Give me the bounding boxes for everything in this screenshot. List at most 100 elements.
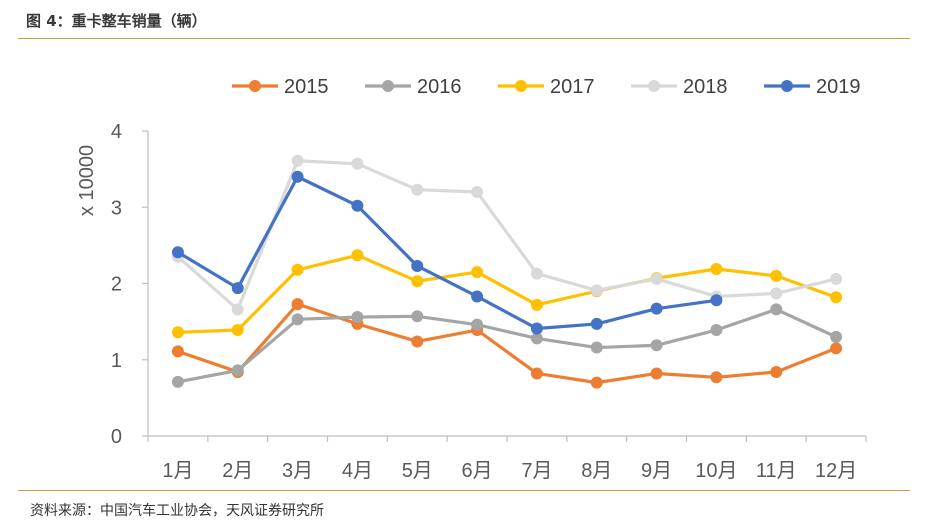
data-point-2017 [770,269,783,282]
x-tick-label: 10月 [695,460,737,482]
data-point-2017 [830,291,843,304]
y-tick-label: 2 [111,274,122,296]
y-axis-title: x 10000 [76,145,98,216]
data-point-2019 [231,282,244,295]
axes: 0 1 2 3 4 1月 2月 3月 4月 5月 6月 7月 8月 9月 10月 11月 12月 x 10000 [76,121,867,482]
data-point-2018 [650,272,663,285]
data-point-2015 [530,367,543,380]
legend-item-2015: 2015 [232,76,329,98]
x-tick-label: 9月 [641,460,672,482]
data-point-2018 [471,186,484,198]
data-point-2016 [171,375,184,388]
data-point-2016 [590,341,603,354]
data-point-2017 [171,326,184,339]
data-point-2015 [770,365,783,378]
data-point-2017 [351,249,364,262]
legend: 2015 2016 2017 2018 2019 [232,76,861,98]
series-group [171,154,843,389]
data-point-2016 [351,311,364,324]
x-tick-label: 1月 [162,460,193,482]
data-point-2018 [530,267,543,280]
series-line-2017 [177,253,837,334]
data-point-2016 [650,339,663,352]
data-point-2017 [710,263,723,276]
data-point-2019 [411,259,424,272]
data-point-2016 [411,310,424,323]
data-point-2017 [291,263,304,276]
legend-swatch-marker [515,80,527,92]
data-point-2018 [351,157,364,170]
figure-title: 图 4：重卡整车销量（辆） [26,12,207,30]
series-line-2015 [177,302,837,385]
x-tick-label: 5月 [402,460,433,482]
series-line-2018 [176,159,837,312]
data-point-2015 [171,345,184,358]
data-point-2019 [710,294,723,307]
legend-swatch-marker [781,80,793,92]
source-divider [18,490,910,491]
x-tick-label: 3月 [282,460,313,482]
series-2018 [171,154,843,316]
data-point-2018 [770,287,783,300]
data-point-2015 [650,367,663,380]
data-point-2016 [291,313,304,326]
source-note: 资料来源：中国汽车工业协会，天风证券研究所 [30,503,324,519]
x-tick-label: 8月 [581,460,612,482]
data-point-2016 [770,303,783,316]
x-tick-label: 4月 [342,460,373,482]
legend-swatch-marker [382,80,394,92]
data-point-2019 [351,199,364,212]
data-point-2016 [530,332,543,345]
legend-item-2019: 2019 [764,76,861,98]
data-point-2018 [590,284,603,297]
data-point-2018 [291,154,304,167]
y-tick-label: 0 [111,426,122,448]
series-2019 [171,170,723,335]
series-line-2016 [177,307,837,384]
data-point-2019 [590,317,603,330]
data-point-2015 [590,376,603,389]
legend-label: 2018 [683,76,728,98]
series-2016 [171,303,843,388]
y-tick-label: 3 [111,197,122,219]
data-point-2016 [830,330,843,343]
data-point-2017 [231,324,244,337]
y-tick-label: 1 [111,350,122,372]
data-point-2018 [830,272,843,285]
data-point-2018 [411,183,424,196]
data-point-2019 [471,290,484,303]
legend-label: 2017 [550,76,595,98]
title-divider [18,38,910,39]
data-point-2016 [231,364,244,377]
data-point-2019 [171,246,184,259]
legend-swatch-marker [249,80,261,92]
data-point-2015 [411,335,424,348]
x-tick-label: 7月 [521,460,552,482]
data-point-2017 [471,266,484,279]
legend-item-2018: 2018 [631,76,728,98]
series-line-2019 [177,175,717,331]
data-point-2019 [291,170,304,183]
legend-label: 2015 [284,76,329,98]
legend-swatch-marker [648,80,660,92]
data-point-2016 [710,324,723,337]
data-point-2016 [471,318,484,331]
x-tick-label: 2月 [222,460,253,482]
data-point-2015 [710,371,723,384]
x-tick-label: 12月 [815,460,857,482]
data-point-2017 [530,298,543,311]
data-point-2017 [411,275,424,288]
data-point-2019 [530,322,543,335]
legend-label: 2019 [816,76,861,98]
data-point-2019 [650,302,663,315]
x-tick-label: 11月 [756,460,797,482]
legend-item-2016: 2016 [365,76,462,98]
legend-item-2017: 2017 [498,76,595,98]
legend-label: 2016 [417,76,462,98]
y-tick-label: 4 [111,121,122,143]
data-point-2018 [231,303,244,316]
data-point-2015 [291,298,304,311]
data-point-2015 [830,342,843,355]
x-tick-label: 6月 [462,460,493,482]
